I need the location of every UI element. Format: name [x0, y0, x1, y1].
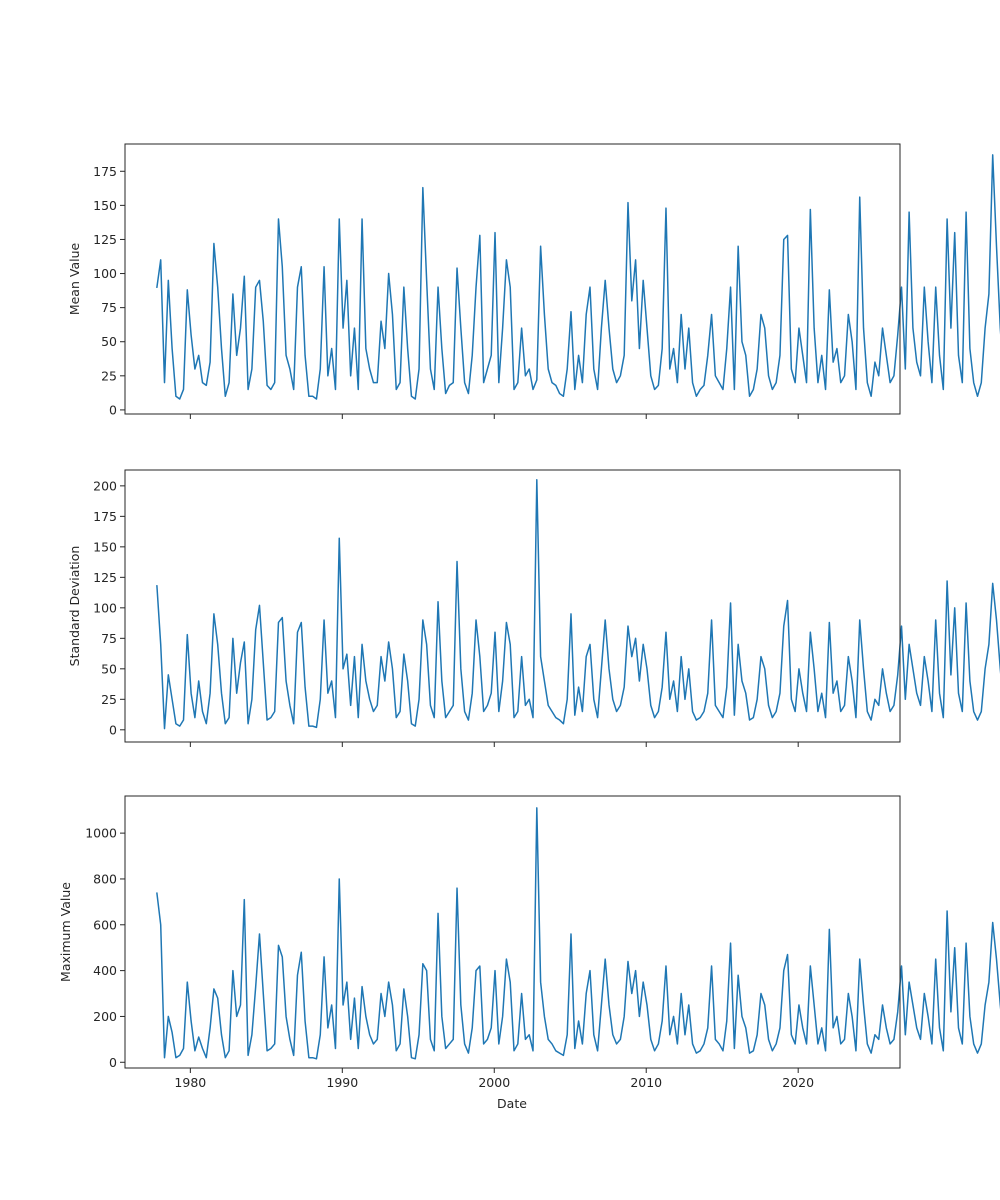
x-axis-label: Date: [497, 1096, 527, 1111]
mean-value-y-tick-label: 100: [93, 266, 117, 281]
mean-value-plot-frame: [124, 143, 901, 415]
mean-value-y-tick-label: 0: [109, 402, 117, 417]
x-tick-label: 2000: [478, 1075, 510, 1090]
maximum-value-y-tick-label: 600: [93, 917, 117, 932]
standard-deviation-y-tick-label: 100: [93, 600, 117, 615]
panel-standard-deviation: 0 25 50 75 100 125 150 175 200 Standard Deviatio…: [67, 469, 1000, 747]
standard-deviation-y-tick-label: 75: [101, 631, 117, 646]
mean-value-y-tick-label: 150: [93, 198, 117, 213]
standard-deviation-y-tick-label: 0: [109, 722, 117, 737]
maximum-value-y-tick-label: 800: [93, 871, 117, 886]
maximum-value-x-ticks: 1980 1990 2000 2010 2020: [174, 1068, 814, 1090]
maximum-value-y-tick-label: 200: [93, 1009, 117, 1024]
panel-mean-value: 0 25 50 75 100 125 150 175 Mean Value: [67, 143, 1000, 419]
standard-deviation-y-tick-label: 200: [93, 478, 117, 493]
x-tick-label: 1990: [326, 1075, 358, 1090]
standard-deviation-y-ticks: 0 25 50 75 100 125 150 175 200: [93, 478, 125, 737]
standard-deviation-y-axis-label: Standard Deviation: [67, 546, 82, 667]
x-tick-label: 2020: [782, 1075, 814, 1090]
maximum-value-y-tick-label: 400: [93, 963, 117, 978]
standard-deviation-x-ticks: [189, 742, 799, 747]
mean-value-y-tick-label: 25: [101, 368, 117, 383]
standard-deviation-y-tick-label: 50: [101, 661, 117, 676]
mean-value-y-ticks: 0 25 50 75 100 125 150 175: [93, 164, 125, 417]
mean-value-y-axis-label: Mean Value: [67, 243, 82, 316]
mean-value-x-ticks: [189, 414, 799, 419]
standard-deviation-y-tick-label: 150: [93, 539, 117, 554]
maximum-value-y-tick-label: 1000: [85, 826, 117, 841]
mean-value-y-tick-label: 50: [101, 334, 117, 349]
mean-value-y-tick-label: 75: [101, 300, 117, 315]
maximum-value-y-tick-label: 0: [109, 1055, 117, 1070]
maximum-value-y-ticks: 0 200 400 600 800 1000: [85, 826, 125, 1070]
panel-maximum-value: 0 200 400 600 800 1000 1980 1990 2000 2010 2020 M…: [58, 795, 1000, 1090]
standard-deviation-y-tick-label: 125: [93, 570, 117, 585]
mean-value-y-tick-label: 175: [93, 164, 117, 179]
mean-value-y-tick-label: 125: [93, 232, 117, 247]
maximum-value-y-axis-label: Maximum Value: [58, 882, 73, 982]
maximum-value-series-line: [156, 807, 1000, 1060]
mean-value-series-line: [156, 154, 1000, 400]
standard-deviation-plot-frame: [124, 469, 901, 743]
maximum-value-plot-frame: [124, 795, 901, 1069]
x-tick-label: 2010: [630, 1075, 662, 1090]
standard-deviation-series-line: [156, 479, 1000, 730]
standard-deviation-y-tick-label: 25: [101, 692, 117, 707]
x-tick-label: 1980: [174, 1075, 206, 1090]
standard-deviation-y-tick-label: 175: [93, 509, 117, 524]
